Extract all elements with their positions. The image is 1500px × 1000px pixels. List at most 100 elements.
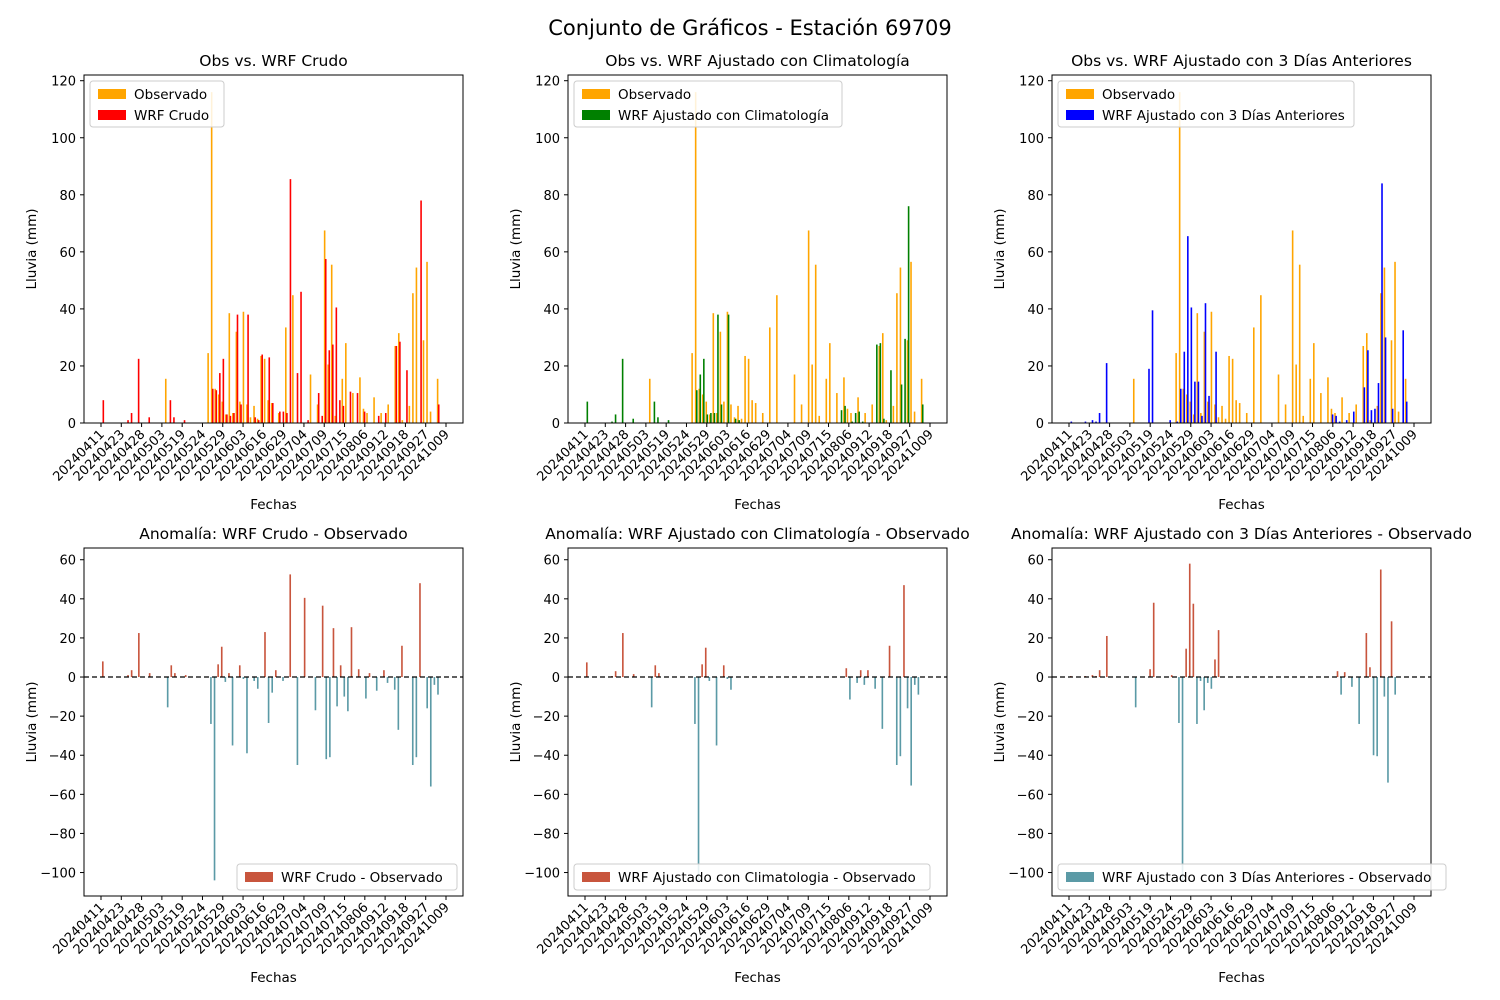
anomaly-bar <box>913 677 916 685</box>
anomaly-bar <box>1217 630 1220 678</box>
observed-bar <box>1334 413 1336 423</box>
observed-bar <box>359 377 361 423</box>
anomaly-bar <box>184 675 187 678</box>
observed-bar <box>899 267 902 423</box>
anomaly-bar <box>1394 677 1396 695</box>
anomaly-bar <box>365 677 367 699</box>
wrf-bar <box>169 400 172 423</box>
observed-bar <box>408 405 411 423</box>
legend: Observado WRF Ajustado con Climatología <box>573 80 843 128</box>
observed-bar <box>327 364 329 423</box>
anomaly-bar <box>314 677 317 711</box>
axes-frame <box>83 74 464 424</box>
legend-box <box>573 863 931 891</box>
wrf-bar <box>844 405 846 423</box>
y-tick-label: 60 <box>59 246 76 261</box>
legend-label: Observado <box>134 87 207 103</box>
y-tick-label: 20 <box>1027 360 1044 375</box>
legend-label: WRF Crudo - Observado <box>281 870 443 886</box>
observed-bar <box>1362 345 1365 423</box>
anomaly-bar <box>419 583 421 678</box>
anomaly-bar <box>217 664 219 678</box>
anomaly-bar <box>350 627 353 678</box>
observed-bar <box>1313 343 1315 423</box>
observed-bar <box>740 418 743 423</box>
anomaly-bar <box>332 628 335 678</box>
anomaly-bar <box>722 665 725 678</box>
wrf-bar <box>904 338 906 423</box>
wrf-bar <box>268 357 271 423</box>
legend-label: WRF Ajustado con Climatologia - Observad… <box>618 870 916 886</box>
wrf-bar <box>317 393 320 423</box>
y-tick-label: 100 <box>51 132 76 147</box>
wrf-bar <box>1148 368 1150 423</box>
wrf-bar <box>399 341 401 423</box>
anomaly-bar <box>1106 635 1108 678</box>
anomaly-bar <box>264 632 266 678</box>
anomaly-bar <box>401 645 403 678</box>
anomaly-bar <box>383 670 385 678</box>
wrf-bar <box>211 388 214 423</box>
anomaly-bar <box>429 677 432 787</box>
y-tick-label: 60 <box>1027 554 1044 569</box>
bar-series-group <box>102 92 440 424</box>
legend-label: WRF Ajustado con Climatología <box>618 108 829 124</box>
y-tick-label: 120 <box>535 75 560 90</box>
wrf-bar <box>233 413 235 423</box>
anomaly-bar <box>1365 633 1368 678</box>
wrf-bar <box>1204 303 1207 423</box>
anomaly-bar <box>220 646 223 678</box>
observed-bar <box>1132 378 1135 423</box>
observed-bar <box>648 378 651 423</box>
legend-box <box>1057 80 1355 128</box>
anomaly-bar <box>231 677 234 746</box>
legend-swatch <box>245 872 273 882</box>
anomaly-bar <box>1134 677 1137 708</box>
wrf-bar <box>1098 413 1101 423</box>
observed-bar <box>412 293 414 423</box>
anomaly-bar <box>1369 667 1371 678</box>
observed-bar <box>1175 353 1177 423</box>
legend-swatch <box>98 110 126 120</box>
y-axis-label: Lluvia (mm) <box>992 682 1008 763</box>
observed-bar <box>341 378 344 423</box>
observed-bar <box>747 358 750 423</box>
anomaly-bar <box>271 677 274 693</box>
wrf-bar <box>356 393 359 423</box>
y-tick-label: −20 <box>1017 710 1044 725</box>
chart-panel-2: 0204060801001202024041120240423202404282… <box>508 52 948 513</box>
wrf-bar <box>1335 415 1337 423</box>
observed-bar <box>1302 415 1305 423</box>
anomaly-bar <box>357 669 360 678</box>
observed-bar <box>330 264 333 423</box>
anomaly-bar <box>1214 659 1216 678</box>
observed-bar <box>401 420 404 423</box>
y-tick-label: 80 <box>543 189 560 204</box>
anomaly-bar <box>289 574 292 678</box>
y-axis-label: Lluvia (mm) <box>508 682 524 763</box>
observed-bar <box>366 413 368 423</box>
wrf-bar <box>840 410 843 423</box>
observed-bar <box>920 378 923 423</box>
observed-bar <box>316 404 319 423</box>
legend-swatch <box>1066 89 1094 99</box>
wrf-bar <box>1377 383 1380 423</box>
legend-box <box>573 80 843 128</box>
observed-bar <box>1327 377 1329 423</box>
anomaly-bar <box>1376 677 1378 757</box>
observed-bar <box>807 230 810 423</box>
wrf-bar <box>1187 236 1189 423</box>
anomaly-bar <box>433 677 436 685</box>
observed-bar <box>214 388 216 423</box>
anomaly-bar <box>863 677 866 685</box>
observed-bar <box>846 408 849 423</box>
wrf-bar <box>1208 395 1210 423</box>
wrf-bar <box>1197 381 1200 423</box>
anomaly-bar <box>1383 677 1386 697</box>
y-tick-label: 80 <box>59 189 76 204</box>
observed-bar <box>260 355 262 423</box>
observed-bar <box>1231 358 1234 423</box>
observed-bar <box>1238 403 1241 423</box>
observed-bar <box>701 394 704 423</box>
